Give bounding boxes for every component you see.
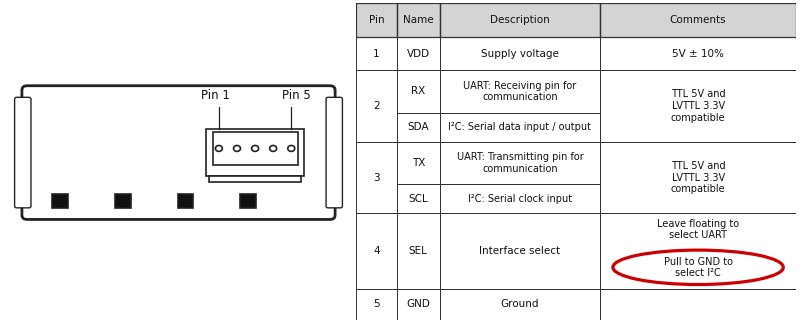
Text: Pin 5: Pin 5 [282, 89, 311, 102]
Circle shape [252, 145, 258, 151]
Bar [356, 3, 397, 37]
Text: SDA: SDA [407, 122, 429, 132]
Bar [397, 142, 440, 184]
Text: GND: GND [406, 299, 430, 309]
Text: SEL: SEL [409, 246, 428, 256]
Text: 5V ± 10%: 5V ± 10% [672, 49, 724, 59]
Circle shape [270, 145, 277, 151]
Text: TTL 5V and
LVTTL 3.3V
compatible: TTL 5V and LVTTL 3.3V compatible [670, 161, 726, 194]
Bar [115, 194, 130, 208]
Text: I²C: Serial clock input: I²C: Serial clock input [468, 194, 572, 204]
Circle shape [215, 145, 222, 151]
Bar [440, 184, 600, 214]
Bar [356, 289, 397, 320]
Text: Pin 1: Pin 1 [201, 89, 230, 102]
Text: 2: 2 [373, 101, 380, 111]
Text: TX: TX [411, 158, 425, 168]
Text: Supply voltage: Supply voltage [481, 49, 559, 59]
Bar [356, 214, 397, 289]
Bar [440, 70, 600, 113]
Bar [240, 194, 256, 208]
Text: UART: Receiving pin for
communication: UART: Receiving pin for communication [463, 81, 577, 102]
Text: Description: Description [490, 15, 550, 25]
Bar [397, 289, 440, 320]
Bar [397, 113, 440, 142]
Text: Pull to GND to
select I²C: Pull to GND to select I²C [664, 256, 733, 278]
Bar [440, 113, 600, 142]
Text: Name: Name [403, 15, 434, 25]
Bar [356, 142, 397, 214]
Bar [440, 289, 600, 320]
Bar [52, 194, 68, 208]
Text: 3: 3 [373, 172, 380, 182]
Bar [206, 129, 304, 176]
Bar [440, 142, 600, 184]
Text: Leave floating to
select UART: Leave floating to select UART [657, 219, 739, 240]
Text: I²C: Serial data input / output: I²C: Serial data input / output [449, 122, 591, 132]
Bar [600, 3, 796, 37]
Bar [397, 3, 440, 37]
Text: Pin: Pin [369, 15, 384, 25]
Text: SCL: SCL [408, 194, 428, 204]
Bar [397, 184, 440, 214]
Text: Ground: Ground [501, 299, 539, 309]
Circle shape [288, 145, 294, 151]
Bar [213, 132, 298, 165]
Bar [178, 194, 194, 208]
Bar [600, 214, 796, 289]
Text: 5: 5 [373, 299, 380, 309]
Bar [440, 3, 600, 37]
Bar [600, 289, 796, 320]
Bar [600, 142, 796, 214]
Bar [600, 37, 796, 70]
Text: Interface select: Interface select [479, 246, 561, 256]
Bar [397, 3, 440, 37]
Text: 1: 1 [373, 49, 380, 59]
Bar [440, 3, 600, 37]
Bar [600, 70, 796, 142]
Text: 4: 4 [373, 246, 380, 256]
Text: UART: Transmitting pin for
communication: UART: Transmitting pin for communication [457, 152, 583, 174]
Bar [600, 3, 796, 37]
Text: VDD: VDD [406, 49, 430, 59]
Circle shape [234, 145, 241, 151]
Bar [356, 3, 397, 37]
Text: RX: RX [411, 87, 426, 97]
Bar [356, 37, 397, 70]
Bar [440, 37, 600, 70]
Bar [397, 214, 440, 289]
Text: TTL 5V and
LVTTL 3.3V
compatible: TTL 5V and LVTTL 3.3V compatible [670, 89, 726, 122]
FancyBboxPatch shape [14, 97, 31, 208]
Bar [397, 37, 440, 70]
Bar [356, 70, 397, 142]
Bar [209, 176, 301, 182]
Text: Comments: Comments [670, 15, 726, 25]
FancyBboxPatch shape [22, 86, 335, 219]
FancyBboxPatch shape [326, 97, 342, 208]
Bar [440, 214, 600, 289]
Bar [397, 70, 440, 113]
